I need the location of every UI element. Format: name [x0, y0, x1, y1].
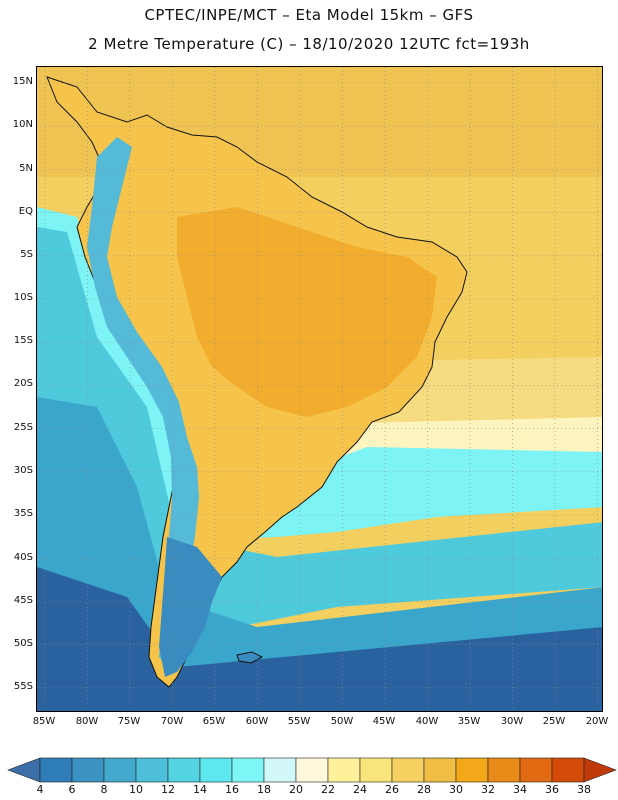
colorbar-cell	[231, 757, 265, 783]
lon-label: 50W	[330, 716, 354, 727]
colorbar-cell	[391, 757, 425, 783]
lat-label: 30S	[13, 465, 33, 476]
lat-label: 20S	[13, 378, 33, 389]
lon-label: 75W	[117, 716, 141, 727]
lat-label: 25S	[13, 422, 33, 433]
colorbar-label: 16	[225, 783, 239, 796]
colorbar-label: 22	[321, 783, 335, 796]
colorbar-label: 14	[193, 783, 207, 796]
land-hot-region	[177, 207, 437, 417]
lat-label: 10S	[13, 292, 33, 303]
colorbar-label: 34	[513, 783, 527, 796]
colorbar-cell	[167, 757, 201, 783]
colorbar-cell	[295, 757, 329, 783]
colorbar-label: 20	[289, 783, 303, 796]
lon-label: 30W	[500, 716, 524, 727]
lon-label: 55W	[287, 716, 311, 727]
lat-label: 5S	[20, 249, 33, 260]
colorbar-label: 12	[161, 783, 175, 796]
colorbar-label: 32	[481, 783, 495, 796]
colorbar-label: 8	[100, 783, 108, 796]
colorbar-cell	[519, 757, 553, 783]
colorbar-label: 18	[257, 783, 271, 796]
andes-cold-strip	[87, 137, 199, 667]
lat-label: 55S	[13, 681, 33, 692]
lon-label: 40W	[415, 716, 439, 727]
colorbar-cell	[455, 757, 489, 783]
colorbar-label: 4	[36, 783, 44, 796]
lon-label: 25W	[542, 716, 566, 727]
colorbar-label: 6	[68, 783, 76, 796]
patagonia-cold-region	[159, 537, 222, 677]
colorbar-label: 24	[353, 783, 367, 796]
colorbar-label: 38	[577, 783, 591, 796]
colorbar-arrow-right	[583, 757, 617, 783]
lat-label: 50S	[13, 638, 33, 649]
lon-label: 20W	[585, 716, 609, 727]
colorbar-cell	[71, 757, 105, 783]
lon-label: 45W	[372, 716, 396, 727]
lon-label: 70W	[160, 716, 184, 727]
lon-label: 65W	[202, 716, 226, 727]
lat-label: 15S	[13, 335, 33, 346]
lat-label: 35S	[13, 508, 33, 519]
lon-label: 35W	[457, 716, 481, 727]
colorbar-cell	[423, 757, 457, 783]
graticule-lines	[37, 67, 602, 711]
colorbar-cell	[135, 757, 169, 783]
colorbar-label: 30	[449, 783, 463, 796]
lon-label: 80W	[75, 716, 99, 727]
falkland-islands	[236, 651, 264, 664]
lat-label: 5N	[19, 163, 33, 174]
lat-label: 40S	[13, 552, 33, 563]
temperature-map	[37, 67, 602, 711]
colorbar-cell	[487, 757, 521, 783]
lat-label: 15N	[12, 76, 33, 87]
colorbar-cell	[327, 757, 361, 783]
map-panel	[36, 66, 603, 712]
colorbar-cell	[199, 757, 233, 783]
colorbar-cell	[39, 757, 73, 783]
colorbar-arrow-left	[7, 757, 41, 783]
lat-label: 10N	[12, 119, 33, 130]
lat-label: EQ	[18, 206, 33, 217]
lon-label: 60W	[245, 716, 269, 727]
lon-label: 85W	[32, 716, 56, 727]
colorbar-label: 28	[417, 783, 431, 796]
colorbar-cell	[551, 757, 585, 783]
colorbar-cell	[263, 757, 297, 783]
colorbar-cell	[359, 757, 393, 783]
temperature-colorbar	[7, 757, 617, 783]
colorbar-label: 26	[385, 783, 399, 796]
lat-label: 45S	[13, 595, 33, 606]
map-title: CPTEC/INPE/MCT – Eta Model 15km – GFS	[144, 6, 474, 24]
colorbar-label: 36	[545, 783, 559, 796]
map-subtitle: 2 Metre Temperature (C) – 18/10/2020 12U…	[88, 35, 530, 53]
colorbar-cell	[103, 757, 137, 783]
colorbar-label: 10	[129, 783, 143, 796]
